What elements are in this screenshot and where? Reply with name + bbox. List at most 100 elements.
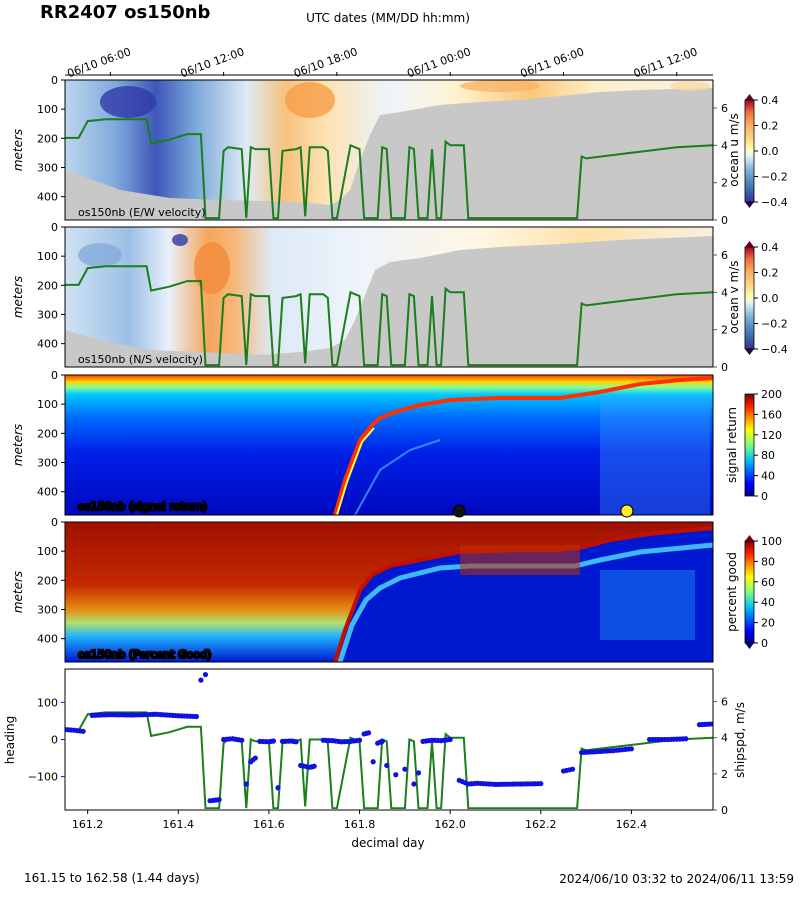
heading-point [326,737,332,744]
heading-point [250,757,256,763]
heading-point [662,736,668,743]
depth-tick-label: 0 [51,369,58,382]
ns-panel-label: os150nb (N/S velocity) [78,353,203,366]
heading-point [512,781,518,787]
multiple-echo [354,439,441,515]
x-tick-label: 162.2 [525,818,557,831]
x-tick-label: 162.0 [434,818,466,831]
ew-axes-frame [64,79,714,221]
percent-good-colorbar [745,541,754,643]
depth-tick-label: 100 [37,103,58,116]
colorbar-tick-label: 0 [761,637,768,650]
panel-heading-speed: 161.2 161.4 161.6 161.8 162.0 162.2 162.4 deci… [3,668,747,850]
heading-point [566,767,573,773]
shipspd-line [65,711,713,809]
colorbar-tick-label: −0.4 [761,343,788,356]
colorbar-frame [744,393,755,497]
shipspd-y-ticks: 0 2 4 6 [713,696,728,817]
heading-point [377,739,383,745]
percent-good-colorbar-ticks: 100 80 60 40 20 0 [744,535,782,650]
heading-point [268,738,274,744]
heading-y-ticks: 100 0 −100 [28,696,65,784]
heading-point [227,736,233,742]
colorbar-tick-label: 0 [761,490,768,503]
colorbar-tick-label: 40 [761,470,775,483]
ew-velocity-feature [285,82,335,118]
percent-good-colorbar-extend-bottom [745,643,754,649]
colorbar-tick-label: 100 [761,535,782,548]
shipspd-axis-label: shipspd, m/s [733,702,747,778]
ns-colorbar [745,247,754,349]
x-tick-label: 162.4 [616,818,648,831]
colorbar-tick-label: 0.0 [761,145,779,158]
percent-good-boundary [333,526,713,662]
ew-ship-speed-line [65,118,713,220]
heading-axis-label: heading [3,716,17,765]
ew-colorbar-extend-bottom [745,202,754,208]
depth-tick-label: 200 [37,279,58,292]
depth-tick-label: 100 [37,398,58,411]
colorbar-frame [744,540,755,644]
heading-point [535,781,541,787]
colorbar-tick-label: 160 [761,408,782,421]
ns-axes-frame [64,226,714,368]
heading-point [625,746,632,752]
depth-tick-label: 400 [37,486,58,499]
panel-ew-velocity: os150nb (E/W velocity) meters 0 100 200 300… [11,74,788,227]
ns-colorbar-extend-top [745,241,754,247]
depth-tick-label: 200 [37,427,58,440]
signal-markers [452,504,634,518]
colorbar-tick-label: 40 [761,596,775,609]
heading-point [415,770,422,776]
heading-point [426,738,432,744]
heading-point [190,713,196,719]
colorbar-tick-label: 0.0 [761,292,779,305]
colorbar-tick-label: −0.2 [761,171,788,184]
colorbar-frame [744,99,755,203]
heading-point [471,780,477,787]
panel-ns-velocity: os150nb (N/S velocity) meters 0 100 200 300… [11,221,788,374]
shipspd-tick-label: 0 [721,804,728,817]
colorbar-tick-label: 20 [761,617,775,630]
ew-colorbar-extend-top [745,94,754,100]
panel-signal-return: os150nb (signal return) meters 0 100 200 30… [11,369,782,518]
heading-point [489,781,496,787]
ns-y-axis-label: meters [11,276,25,318]
depth-tick-label: 400 [37,191,58,204]
colorbar-tick-label: 80 [761,449,775,462]
ns-no-data-region [65,236,713,367]
depth-tick-label: 0 [51,74,58,87]
depth-tick-label: 0 [51,516,58,529]
heading-point [68,727,74,733]
depth-tick-label: 300 [37,457,58,470]
colorbar-frame [744,246,755,350]
signal-axes-frame [64,374,714,516]
x-tick-labels: 161.2 161.4 161.6 161.8 162.0 162.2 162.4 [72,810,647,831]
heading-point [309,764,315,770]
speed-tick-label: 2 [721,324,728,337]
heading-point [344,738,351,745]
colorbar-tick-label: 60 [761,576,775,589]
heading-point [707,721,713,727]
ew-right-ticks: 0 2 4 6 [713,102,728,227]
ew-velocity-feature [670,81,710,91]
colorbar-tick-label: 0.4 [761,94,779,107]
footer-day-range: 161.15 to 162.58 (1.44 days) [24,871,200,885]
percent-good-y-axis-label: meters [11,571,25,613]
signal-panel-label: os150nb (signal return) [78,500,207,513]
heading-point [384,762,390,769]
ns-colorbar-label: ocean v m/s [727,261,741,334]
depth-tick-label: 300 [37,162,58,175]
speed-tick-label: 6 [721,102,728,115]
x-tick-label: 161.2 [72,818,104,831]
colorbar-tick-label: −0.2 [761,318,788,331]
signal-return-heatmap [65,375,713,515]
ew-panel-label: os150nb (E/W velocity) [78,206,206,219]
heading-point [243,781,249,787]
speed-tick-label: 0 [721,361,728,374]
heading-point [77,728,83,734]
colorbar-tick-label: 0.4 [761,241,779,254]
ns-ship-speed-line [65,265,713,367]
ew-velocity-feature [100,86,156,118]
